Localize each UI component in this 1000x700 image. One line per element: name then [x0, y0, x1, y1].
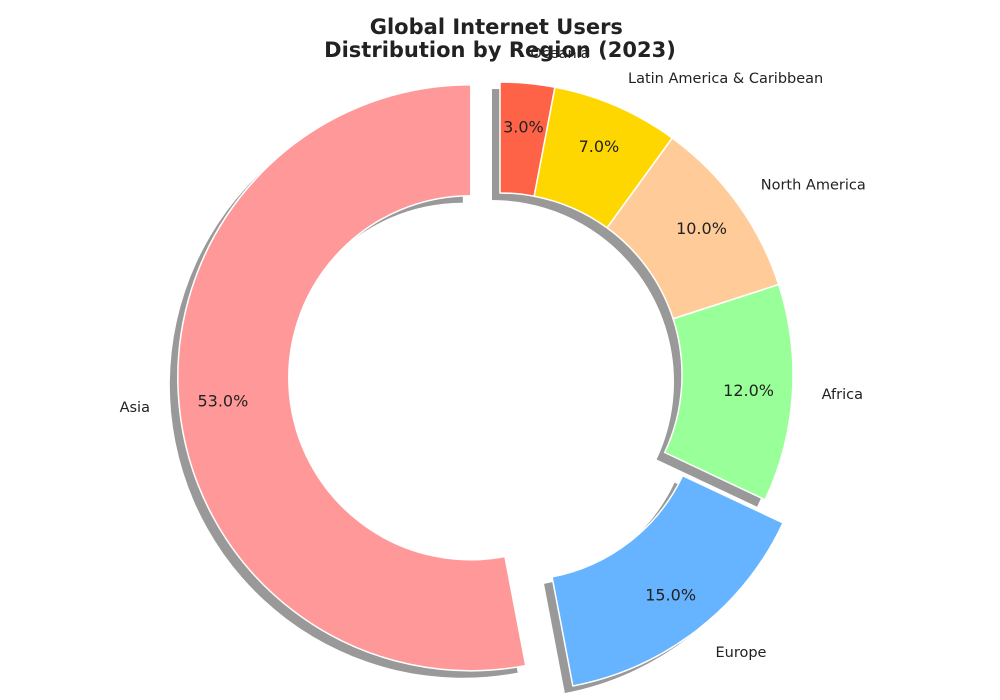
chart-title-line-1: Global Internet Users: [370, 15, 623, 39]
slice-asia: [177, 84, 527, 672]
category-label-oceania: Oceania: [530, 46, 589, 62]
chart-title: Global Internet Users Distribution by Re…: [324, 15, 676, 62]
slices: [177, 81, 794, 687]
category-label-north-america: North America: [761, 178, 866, 194]
category-label-latin-america-and-caribbean: Latin America & Caribbean: [628, 71, 823, 87]
percent-label-africa: 12.0%: [723, 381, 774, 400]
percent-label-north-america: 10.0%: [676, 219, 727, 238]
percent-label-oceania: 3.0%: [503, 118, 544, 137]
slice-europe: [551, 474, 784, 687]
slice-oceania: [499, 81, 556, 197]
percent-label-asia: 53.0%: [197, 392, 248, 411]
category-label-africa: Africa: [822, 387, 863, 403]
percent-label-europe: 15.0%: [645, 585, 696, 604]
category-label-asia: Asia: [120, 400, 150, 416]
percent-label-latin-america-and-caribbean: 7.0%: [579, 137, 620, 156]
labels: 53.0% Asia 15.0% Europe 12.0% Africa 10.0% Nort…: [120, 46, 866, 661]
category-label-europe: Europe: [715, 645, 766, 661]
chart-title-line-2: Distribution by Region (2023): [324, 38, 676, 62]
